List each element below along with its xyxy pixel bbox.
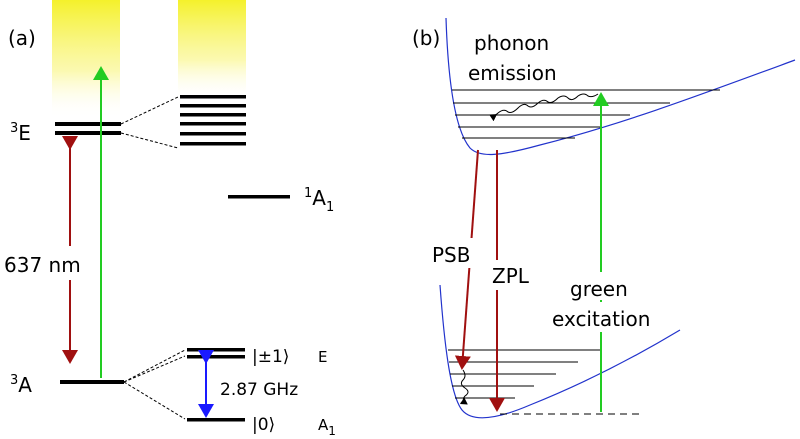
excitation-label: excitation <box>552 307 650 331</box>
singlet-state-label: 1A1 <box>304 186 334 215</box>
ground-state-label: 3A <box>10 373 32 397</box>
ket-plus-minus-one: |±1⟩ <box>252 347 289 367</box>
conduction-band-glow <box>52 0 120 118</box>
splitting-label: 2.87 GHz <box>220 380 298 400</box>
ground-relaxation-wave <box>459 369 469 405</box>
singlet-level <box>228 195 290 199</box>
zoom-line-bottom <box>120 132 179 149</box>
ground-zoom-line-2 <box>123 355 186 383</box>
zoom-line-top <box>120 96 179 125</box>
zpl-label: ZPL <box>492 264 530 288</box>
wavelength-label: 637 nm <box>4 253 81 277</box>
excited-state-label: 3E <box>10 121 31 145</box>
green-label-bg-2 <box>548 302 664 332</box>
ket-plus-minus-symmetry: E <box>318 348 327 366</box>
ground-zoom-line-1 <box>123 349 186 383</box>
green-label-bg-1 <box>565 272 665 300</box>
phonon-label: phonon <box>474 31 549 55</box>
conduction-band-glow-zoom <box>178 0 246 100</box>
excited-level-lower <box>55 131 121 135</box>
zpl-label-bg <box>489 260 539 290</box>
ground-level <box>60 380 124 384</box>
ground-zoom-line-3 <box>123 381 186 420</box>
panel-b: (b) phonon emission <box>412 17 796 419</box>
panel-a: (a) 3E 1A1 637 nm 3A <box>0 0 336 438</box>
panel-a-label: (a) <box>8 26 36 50</box>
phonon-emission-label: emission <box>468 61 557 85</box>
panel-b-label: (b) <box>412 26 440 50</box>
psb-label: PSB <box>432 243 470 267</box>
excited-fine-structure <box>180 95 246 146</box>
green-label: green <box>570 277 628 301</box>
excited-vibrational-levels <box>452 89 720 139</box>
excited-level-upper <box>55 122 121 126</box>
wavelength-label-bg <box>0 246 104 280</box>
ms-plus-minus-one-level-upper <box>187 348 245 352</box>
ms-zero-level <box>187 418 245 422</box>
ms-plus-minus-one-level-lower <box>187 355 245 359</box>
ket-zero-symmetry: A1 <box>318 416 336 438</box>
psb-label-bg <box>428 238 478 268</box>
ket-zero: |0⟩ <box>252 415 275 435</box>
phonon-relaxation-wave <box>489 93 599 122</box>
ground-state-potential-curve <box>439 284 681 419</box>
ground-vibrational-levels <box>448 349 600 399</box>
